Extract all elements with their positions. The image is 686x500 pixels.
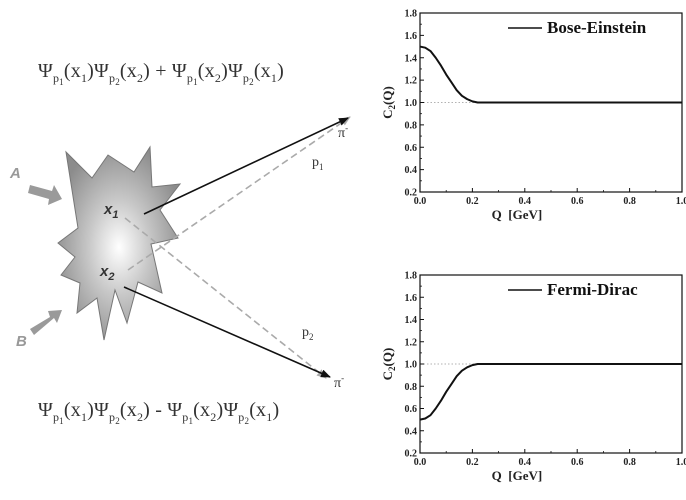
y-tick-label: 1.2	[405, 337, 418, 348]
x-tick-label: 0.0	[414, 196, 427, 207]
legend-label: Fermi-Dirac	[547, 280, 638, 299]
correlation-curve	[419, 363, 682, 421]
x-tick-label: 0.6	[571, 457, 584, 468]
x-tick-label: 0.4	[519, 196, 532, 207]
correlation-curve	[419, 45, 682, 104]
y-tick-label: 1.6	[405, 31, 418, 42]
symmetric-wavefunction: Ψp1(x1)Ψp2(x2) + Ψp1(x2)Ψp2(x1)	[38, 60, 284, 87]
x-axis-label: Q [GeV]	[492, 207, 543, 222]
legend-label: Bose-Einstein	[547, 18, 647, 37]
y-tick-label: 0.6	[405, 143, 418, 154]
emission-point-x1: x1	[103, 201, 118, 221]
antisymmetric-wavefunction: Ψp1(x1)Ψp2(x2) - Ψp1(x2)Ψp2(x1)	[38, 399, 280, 426]
x-axis-label: Q [GeV]	[492, 468, 543, 483]
y-axis-label: C2(Q)	[380, 86, 397, 119]
x-tick-label: 0.2	[466, 457, 479, 468]
momentum-label-p2: p2	[302, 325, 314, 342]
momentum-label-p1: p1	[312, 155, 324, 172]
y-tick-label: 1.8	[405, 9, 418, 20]
solid-path-x1-to-top	[143, 117, 349, 215]
bose-einstein-chart: 0.20.40.60.81.01.21.41.61.80.0 0.2 0.4 0.6 0…	[380, 9, 686, 223]
beam-label-a: A	[9, 165, 21, 182]
x-tick-label: 0.4	[519, 457, 532, 468]
y-tick-label: 1.2	[405, 76, 418, 87]
y-tick-label: 1.0	[405, 360, 418, 371]
y-tick-label: 0.6	[405, 404, 418, 415]
x-tick-label: 0.6	[571, 196, 584, 207]
y-tick-label: 1.4	[405, 53, 418, 64]
x-tick-label: 0.2	[466, 196, 479, 207]
solid-path-x2-to-bottom	[123, 286, 331, 378]
dashed-path-x2-to-top	[127, 116, 351, 271]
fermi-dirac-chart: 0.20.40.60.81.01.21.41.61.80.0 0.2 0.4 0.6 0…	[380, 271, 686, 484]
y-tick-label: 1.8	[405, 271, 418, 282]
x-tick-label: 0.0	[414, 457, 427, 468]
y-tick-label: 0.2	[405, 188, 418, 199]
x-tick-label: 0.8	[623, 196, 636, 207]
y-tick-label: 0.2	[405, 449, 418, 460]
y-tick-label: 0.4	[405, 165, 418, 176]
beam-label-b: B	[16, 333, 27, 350]
emission-point-x2: x2	[99, 263, 114, 283]
beam-arrow-b	[30, 310, 62, 335]
x-tick-label: 1.0	[676, 196, 686, 207]
dashed-path-x1-to-bottom	[124, 217, 327, 379]
y-tick-label: 0.4	[405, 426, 418, 437]
pion-label-bottom: π-	[334, 373, 344, 391]
beam-arrow-a	[28, 185, 62, 205]
x-tick-label: 0.8	[623, 457, 636, 468]
y-tick-label: 1.4	[405, 315, 418, 326]
collision-source	[57, 145, 182, 341]
x-tick-label: 1.0	[676, 457, 686, 468]
y-tick-label: 1.0	[405, 98, 418, 109]
y-tick-label: 1.6	[405, 293, 418, 304]
y-tick-label: 0.8	[405, 382, 418, 393]
y-tick-label: 0.8	[405, 120, 418, 131]
pion-label-top: π-	[338, 123, 348, 141]
y-axis-label: C2(Q)	[380, 348, 397, 381]
